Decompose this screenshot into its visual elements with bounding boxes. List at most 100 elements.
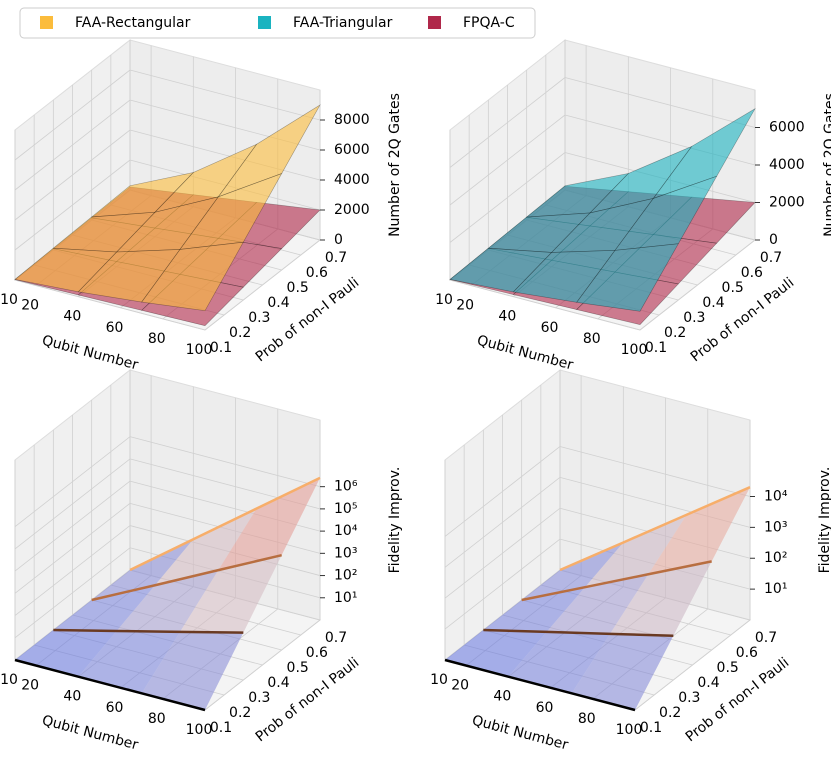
grid-line <box>14 547 131 639</box>
surface-patch <box>585 514 687 588</box>
x-tick-label: 100 <box>186 722 213 738</box>
x-tick-label: 80 <box>148 711 166 727</box>
grid-line <box>14 69 131 161</box>
grid-line <box>14 525 131 616</box>
y-tick-label: 0.2 <box>664 325 686 341</box>
surface-patch <box>508 631 610 694</box>
grid-line <box>14 159 131 251</box>
surface-patch <box>217 104 321 198</box>
grid-line <box>129 436 321 488</box>
x-axis-label: Qubit Number <box>470 712 570 753</box>
row-line <box>483 628 674 638</box>
y-tick-label: 0.4 <box>267 295 289 311</box>
legend-label: FPQA-C <box>463 15 515 31</box>
y-tick-label: 0.2 <box>659 705 681 721</box>
x-tick-label: 60 <box>541 320 559 336</box>
x-tick-label: 60 <box>106 700 124 716</box>
x-tick-label: 10 <box>435 292 453 308</box>
surface-patch <box>15 630 117 677</box>
y-tick-label: 0.6 <box>736 645 758 661</box>
y-tick-label: 0.6 <box>306 645 328 661</box>
z-tick-label: 10³ <box>334 545 357 561</box>
row-line <box>521 560 712 602</box>
x-tick-label: 10 <box>0 292 18 308</box>
y-tick-label: 0.1 <box>210 720 232 736</box>
surface-patch <box>91 539 194 600</box>
grid-line <box>449 152 566 243</box>
surface-patch <box>614 175 718 251</box>
y-tick-label: 0.4 <box>702 295 724 311</box>
grid-line <box>14 436 131 527</box>
grid-line <box>129 69 321 121</box>
z-tick-label: 8000 <box>334 112 370 128</box>
surface-patch <box>180 555 282 633</box>
z-tick-label: 10⁵ <box>334 501 357 517</box>
x-tick-label: 40 <box>498 309 516 325</box>
x-tick-label: 10 <box>0 672 18 688</box>
z-tick-label: 6000 <box>769 120 805 136</box>
surface-patch <box>546 574 649 634</box>
y-tick-label: 0.4 <box>267 675 289 691</box>
z-axis-label: Fidelity Improv. <box>817 467 831 574</box>
row-line <box>559 486 751 572</box>
z-tick-label: 10⁶ <box>334 479 358 495</box>
surface-patch <box>141 241 244 312</box>
grid-line <box>444 446 561 537</box>
grid-line <box>129 129 321 181</box>
z-tick-label: 0 <box>769 232 778 248</box>
surface-patch <box>648 487 750 575</box>
surface-patch <box>521 542 624 600</box>
y-tick-label: 0.6 <box>741 265 763 281</box>
y-tick-label: 0.1 <box>645 340 667 356</box>
z-axis-label: Number of 2Q Gates <box>822 93 831 237</box>
grid-line <box>14 480 131 572</box>
grid-line <box>444 507 561 599</box>
x-tick-label: 100 <box>616 722 643 738</box>
x-tick-label: 80 <box>148 331 166 347</box>
surface-patch <box>179 173 283 250</box>
surface-patch <box>576 243 679 312</box>
x-tick-label: 100 <box>186 342 213 358</box>
x-axis-label: Qubit Number <box>40 332 140 373</box>
y-tick-label: 0.7 <box>760 250 782 266</box>
z-tick-label: 10⁴ <box>334 523 358 539</box>
z-tick-label: 10⁴ <box>764 488 788 504</box>
row-line <box>14 658 206 712</box>
z-axis-label: Fidelity Improv. <box>387 467 403 574</box>
grid-line <box>14 503 131 594</box>
y-tick-label: 0.5 <box>717 660 739 676</box>
y-tick-label: 0.4 <box>697 675 719 691</box>
surface-patch <box>116 570 219 632</box>
legend-swatch <box>40 16 53 29</box>
y-tick-label: 0.5 <box>722 280 744 296</box>
grid-line <box>14 458 131 550</box>
y-tick-label: 0.5 <box>287 660 309 676</box>
surface-patch <box>155 508 257 586</box>
grid-line <box>14 279 206 331</box>
grid-line <box>14 99 131 191</box>
x-tick-label: 60 <box>536 700 554 716</box>
z-tick-label: 0 <box>334 232 343 248</box>
row-line <box>53 628 244 634</box>
legend-box <box>19 7 536 39</box>
y-tick-label: 0.6 <box>306 265 328 281</box>
grid-line <box>444 477 561 568</box>
surface-patch <box>445 630 547 677</box>
legend-swatch <box>428 16 441 29</box>
surface-patch <box>78 630 180 694</box>
grid-line <box>559 446 751 497</box>
y-tick-label: 0.2 <box>229 705 251 721</box>
row-line <box>444 658 636 712</box>
y-tick-label: 0.5 <box>287 280 309 296</box>
x-tick-label: 20 <box>21 298 39 314</box>
x-tick-label: 20 <box>456 298 474 314</box>
z-tick-label: 2000 <box>334 202 370 218</box>
grid-line <box>14 129 131 221</box>
z-tick-label: 10² <box>764 550 787 566</box>
x-tick-label: 80 <box>578 711 596 727</box>
y-tick-label: 0.3 <box>248 690 270 706</box>
y-tick-label: 0.3 <box>678 690 700 706</box>
x-tick-label: 100 <box>621 342 648 358</box>
surface-patch <box>652 107 756 200</box>
